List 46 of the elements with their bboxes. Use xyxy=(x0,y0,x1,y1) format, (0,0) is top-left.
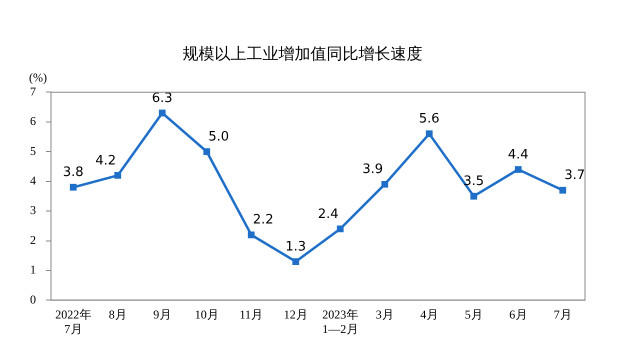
data-label: 4.2 xyxy=(95,153,116,168)
y-tick-label: 5 xyxy=(30,144,36,158)
point xyxy=(336,226,344,232)
y-tick-label: 1 xyxy=(30,262,36,277)
data-label: 4.4 xyxy=(508,147,529,162)
point xyxy=(158,110,166,116)
y-axis-title: (%) xyxy=(29,70,47,84)
data-label: 5.0 xyxy=(208,130,230,145)
point xyxy=(514,166,522,173)
x-tick-label: 12月 xyxy=(284,308,308,322)
y-tick-label: 3 xyxy=(30,203,36,218)
x-tick-label: 5月 xyxy=(464,308,483,322)
x-tick-label: 10月 xyxy=(194,308,219,322)
x-tick-label: 4月 xyxy=(420,308,438,322)
y-tick-label: 0 xyxy=(30,292,36,306)
data-label: 2.4 xyxy=(318,206,339,222)
data-label: 3.5 xyxy=(463,174,484,190)
x-tick-label: 2022年 7月 xyxy=(55,308,92,336)
data-label: 6.3 xyxy=(152,90,173,106)
data-label: 1.3 xyxy=(285,239,306,254)
point xyxy=(114,172,122,179)
point xyxy=(559,186,566,194)
point xyxy=(203,148,210,155)
y-tick-label: 6 xyxy=(30,114,36,128)
x-tick-label: 9月 xyxy=(153,308,172,322)
data-label: 5.6 xyxy=(418,112,440,127)
chart-title: 规模以上工业增加值同比增长速度 xyxy=(182,44,422,63)
y-tick-label: 7 xyxy=(30,84,36,98)
point xyxy=(426,130,433,138)
point xyxy=(248,231,255,238)
point xyxy=(381,180,388,188)
x-tick-label: 7月 xyxy=(554,308,572,322)
point xyxy=(292,258,300,265)
x-tick-label: 6月 xyxy=(509,308,528,322)
x-tick-label: 3月 xyxy=(376,308,394,322)
y-tick-label: 2 xyxy=(30,232,36,247)
point xyxy=(70,184,77,191)
data-label: 3.7 xyxy=(564,168,586,184)
x-tick-label: 11月 xyxy=(239,308,264,322)
data-label: 2.2 xyxy=(252,212,274,228)
point xyxy=(470,192,478,200)
data-label: 3.8 xyxy=(62,165,84,180)
x-tick-label: 8月 xyxy=(108,308,127,322)
data-label: 3.9 xyxy=(362,162,384,178)
y-tick-label: 4 xyxy=(30,174,36,188)
x-tick-label: 2023年 1—2月 xyxy=(322,308,358,336)
